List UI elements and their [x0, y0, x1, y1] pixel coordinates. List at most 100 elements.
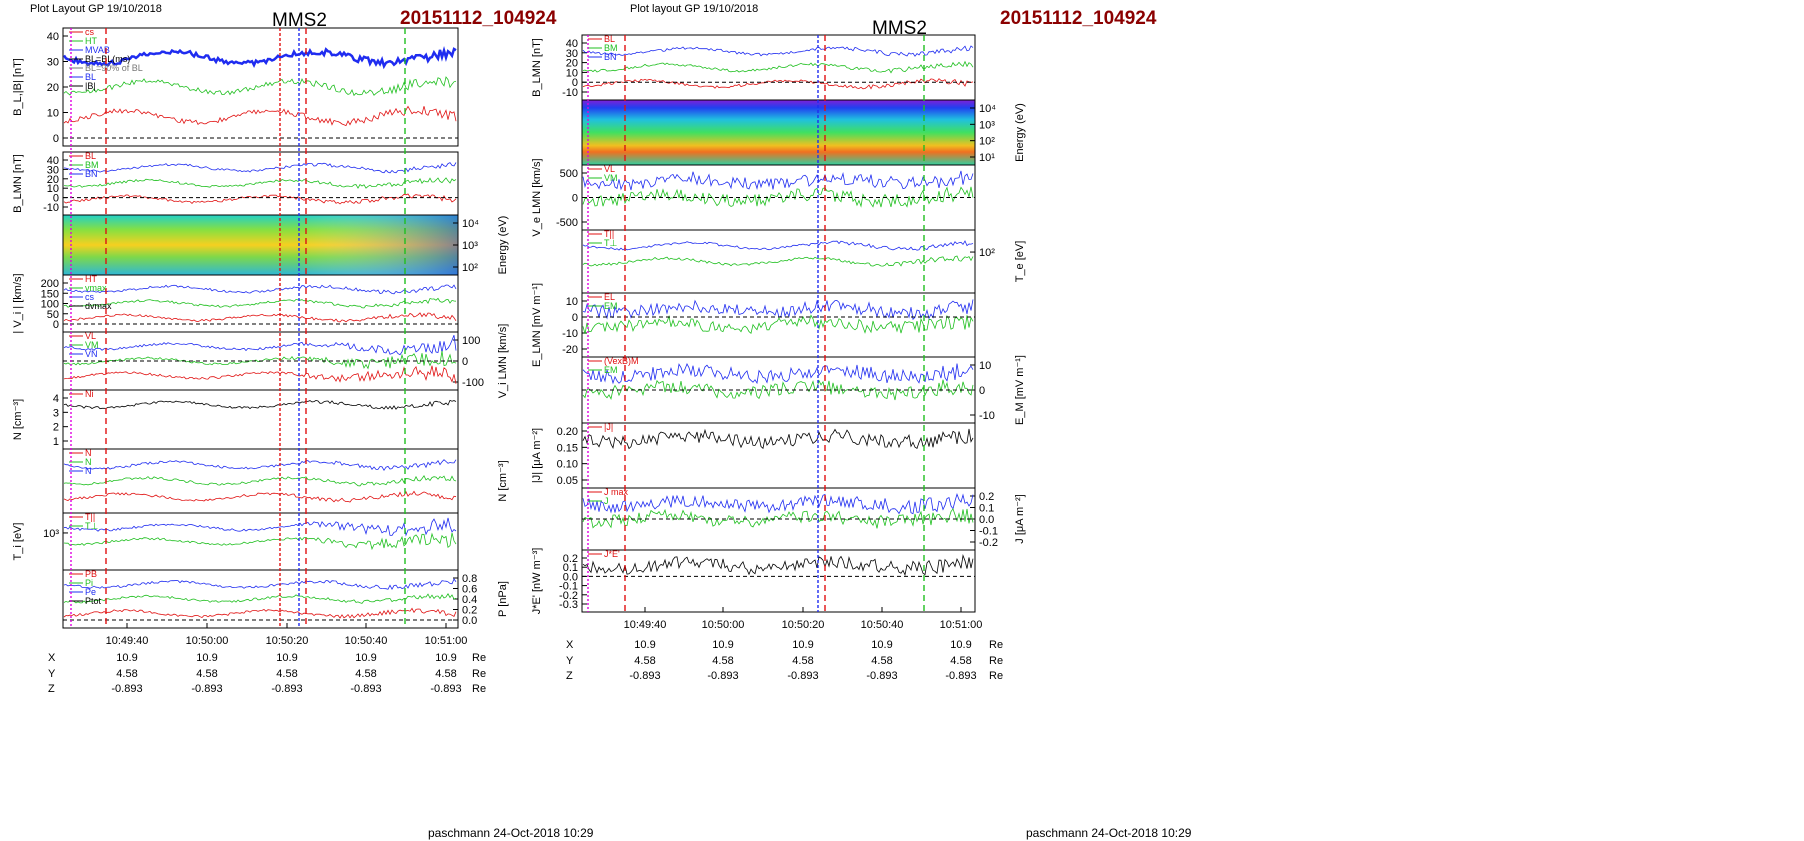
trace-1	[63, 517, 457, 537]
legend-label: BL=BL(ms)	[85, 54, 130, 64]
panel-7: 0.20 0.15 0.10 0.05 |J| [μA m⁻²] |J|	[531, 422, 976, 489]
trace-1	[63, 284, 457, 295]
pos-value: 10.9	[712, 639, 733, 651]
legend-label: J*E'	[604, 549, 620, 559]
ytick-label: 0.0	[979, 514, 994, 526]
pos-row-label: Y	[566, 655, 574, 667]
xtick-label: 10:50:20	[782, 619, 825, 631]
ylabel: J [μA m⁻²]	[1014, 494, 1026, 543]
pos-value: 10.9	[435, 652, 456, 664]
spectrogram-shade	[63, 215, 458, 275]
legend-label: Ni	[85, 389, 94, 399]
trace-1	[582, 45, 974, 57]
right-event-id: 20151112_104924	[1000, 8, 1157, 29]
legend-label: cs	[85, 292, 95, 302]
trace-2	[63, 76, 457, 97]
legend-label: BM	[604, 43, 618, 53]
ytick-label: 0.2	[462, 605, 477, 617]
ytick-label: 0	[53, 193, 59, 205]
pos-value: 4.58	[950, 655, 971, 667]
ylabel: E_LMN [mV m⁻¹]	[531, 283, 543, 367]
panel-frame	[581, 549, 976, 613]
xtick-label: 10:50:40	[861, 619, 904, 631]
legend-label: N	[85, 466, 92, 476]
pos-unit: Re	[989, 639, 1003, 651]
ytick-label: 10	[47, 183, 59, 195]
right-title: MMS2	[872, 18, 927, 39]
legend-label: EM	[604, 365, 618, 375]
trace-1	[582, 428, 974, 450]
trace-2	[582, 186, 974, 208]
ytick-label: 30	[47, 164, 59, 176]
trace-1	[63, 335, 457, 356]
ylabel: Energy (eV)	[1014, 103, 1026, 162]
legend-label: BN	[604, 52, 617, 62]
pos-row-label: Z	[48, 683, 55, 695]
ytick-label: 0.0	[462, 615, 477, 627]
legend-label: |J|	[604, 422, 613, 432]
panel-8: 10³ T_i [eV] T||T⊥	[12, 512, 459, 571]
pos-value: -0.893	[866, 670, 897, 682]
trace-2	[63, 177, 457, 189]
ylabel: P [nPa]	[497, 581, 509, 617]
ylabel: N [cm⁻³]	[12, 399, 24, 440]
legend-label: BN	[85, 169, 98, 179]
pos-value: 4.58	[792, 655, 813, 667]
ytick-label: 0.1	[979, 503, 994, 515]
legend-label: VL	[85, 331, 96, 341]
ytick-label: 0.20	[557, 426, 578, 438]
ytick-label: -20	[562, 344, 578, 356]
trace-3	[63, 490, 457, 503]
trace-1	[63, 162, 457, 174]
panel-6: 10 0 -10 E_M [mV m⁻¹] (VexB)MEM	[581, 355, 1026, 425]
legend-label: (VexB)M	[604, 356, 639, 366]
ytick-label: 40	[566, 38, 578, 50]
panel-frame	[581, 422, 976, 489]
trace-1	[63, 459, 457, 471]
ytick-label: 20	[47, 82, 59, 94]
trace-1	[62, 46, 457, 70]
pos-value: 4.58	[276, 668, 297, 680]
right-footer: paschmann 24-Oct-2018 10:29	[1026, 826, 1192, 840]
ytick-label: 10	[566, 67, 578, 79]
ytick-label: 40	[47, 31, 59, 43]
ytick-label: 100	[462, 335, 480, 347]
trace-3	[63, 105, 457, 127]
xtick-label: 10:50:00	[702, 619, 745, 631]
ytick-label: 10³	[462, 240, 478, 252]
legend-label: BL	[85, 151, 96, 161]
pos-value: 4.58	[196, 668, 217, 680]
panel-7: N [cm⁻³] NNN	[62, 448, 509, 514]
pos-value: 10.9	[196, 652, 217, 664]
legend-label: HT	[85, 274, 97, 284]
xtick-label: 10:50:00	[186, 635, 229, 647]
trace-2	[582, 314, 974, 335]
pos-row-label: X	[48, 652, 56, 664]
legend-label: T||	[85, 512, 95, 522]
legend-label: T⊥	[85, 521, 98, 531]
pos-value: 4.58	[116, 668, 137, 680]
xtick-label: 10:50:20	[266, 635, 309, 647]
legend-label: VL	[604, 164, 615, 174]
ytick-label: -500	[556, 217, 578, 229]
ytick-label: 200	[41, 278, 59, 290]
legend-label: dvmax	[85, 301, 112, 311]
ytick-label: 0	[572, 312, 578, 324]
pos-value: -0.893	[629, 670, 660, 682]
ytick-label: 0	[462, 356, 468, 368]
xtick-label: 10:51:00	[940, 619, 983, 631]
trace-2	[63, 532, 457, 551]
pos-value: -0.893	[191, 683, 222, 695]
ytick-label: 10²	[979, 247, 995, 259]
ytick-label: -0.1	[559, 581, 578, 593]
pos-value: 4.58	[634, 655, 655, 667]
panel-4: 10² T_e [eV] T||T⊥	[581, 229, 1026, 294]
ytick-label: 500	[560, 168, 578, 180]
pos-value: 10.9	[276, 652, 297, 664]
ytick-label: 1	[53, 436, 59, 448]
ylabel: B_L,|B| [nT]	[12, 58, 24, 116]
ytick-label: 0	[572, 77, 578, 89]
